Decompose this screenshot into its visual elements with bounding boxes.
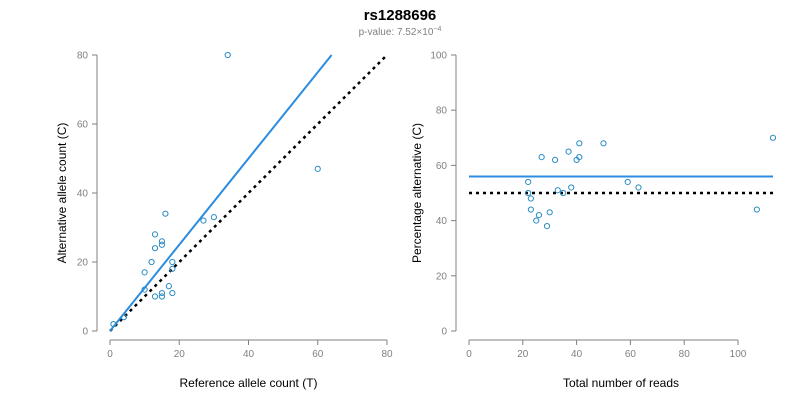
right-data-point xyxy=(635,184,642,191)
left-data-point xyxy=(110,321,117,328)
left-scatter-panel: 0 20 40 60 80 Reference allele count (T) 0 20 40… xyxy=(55,51,393,391)
right-y-tick-label: 40 xyxy=(436,216,448,227)
left-x-tick-label: 40 xyxy=(243,349,255,360)
right-y-tick-label: 20 xyxy=(436,271,448,282)
right-x-tick-label: 20 xyxy=(517,349,529,360)
right-y-axis-label: Percentage alternative (C) xyxy=(410,123,424,263)
left-data-point xyxy=(210,214,217,221)
right-data-point xyxy=(538,154,545,161)
right-data-point xyxy=(624,178,631,186)
right-x-tick-label: 40 xyxy=(571,349,583,360)
left-data-point xyxy=(141,269,148,276)
left-y-tick-label: 40 xyxy=(77,189,89,200)
left-x-tick-label: 0 xyxy=(107,349,113,360)
left-data-point xyxy=(314,165,321,172)
right-x-tick-label: 100 xyxy=(730,349,747,360)
right-data-point xyxy=(533,217,540,224)
right-data-point xyxy=(527,195,534,202)
left-data-point xyxy=(162,210,169,217)
right-x-axis-label: Total number of reads xyxy=(563,376,679,390)
p-value-text: p-value: 7.52×10 xyxy=(359,27,434,38)
right-data-point xyxy=(551,156,559,163)
right-scatter-panel: 0 20 40 60 80 100 Total number of reads 0 20 40 60… xyxy=(410,51,777,390)
p-value-exponent: −4 xyxy=(433,26,441,33)
right-data-point xyxy=(525,189,532,197)
left-data-point xyxy=(151,293,159,300)
left-y-axis-label: Alternative allele count (C) xyxy=(55,123,69,264)
right-y-tick-label: 80 xyxy=(436,106,448,117)
right-data-point xyxy=(554,187,561,194)
left-x-tick-label: 80 xyxy=(381,349,393,360)
p-value-subtitle: p-value: 7.52×10−4 xyxy=(359,26,442,38)
right-x-tick-label: 0 xyxy=(466,349,472,360)
left-data-point xyxy=(141,286,148,293)
left-x-tick-label: 20 xyxy=(174,349,186,360)
left-y-tick-label: 60 xyxy=(77,120,89,131)
left-data-point xyxy=(151,231,159,238)
right-data-point xyxy=(565,148,572,155)
right-data-point xyxy=(576,154,583,161)
left-y-tick-label: 20 xyxy=(77,258,89,269)
left-data-point xyxy=(224,51,231,59)
left-data-point xyxy=(158,293,166,300)
right-x-tick-label: 80 xyxy=(679,349,691,360)
left-data-point xyxy=(158,289,166,297)
right-data-point xyxy=(568,184,575,191)
right-y-tick-label: 0 xyxy=(441,327,447,338)
left-data-point xyxy=(169,289,176,297)
right-data-point xyxy=(560,189,567,197)
right-data-point xyxy=(535,211,543,219)
right-y-tick-label: 100 xyxy=(430,51,447,62)
left-data-point xyxy=(169,258,176,266)
left-fit-line xyxy=(109,54,333,332)
left-x-tick-label: 60 xyxy=(312,349,324,360)
right-data-point xyxy=(769,134,777,141)
right-data-point xyxy=(527,206,534,213)
left-data-point xyxy=(158,238,166,245)
left-x-axis-label: Reference allele count (T) xyxy=(179,376,317,390)
left-data-point xyxy=(158,241,166,248)
left-data-point xyxy=(169,265,176,272)
right-data-point xyxy=(576,140,583,147)
left-data-point xyxy=(120,314,127,321)
right-y-tick-label: 60 xyxy=(436,161,448,172)
right-data-point xyxy=(546,209,553,216)
right-data-point xyxy=(600,140,607,147)
left-data-point xyxy=(165,283,172,290)
left-y-tick-label: 0 xyxy=(82,327,88,338)
left-data-point xyxy=(200,217,207,224)
right-x-tick-label: 60 xyxy=(625,349,637,360)
chart-title: rs1288696 xyxy=(364,7,437,24)
left-data-point xyxy=(148,258,155,266)
left-y-tick-label: 80 xyxy=(77,51,89,62)
right-data-point xyxy=(525,178,532,186)
right-data-point xyxy=(753,206,760,213)
left-reference-line xyxy=(109,54,388,332)
left-data-point xyxy=(151,245,159,252)
right-data-point xyxy=(543,223,551,230)
